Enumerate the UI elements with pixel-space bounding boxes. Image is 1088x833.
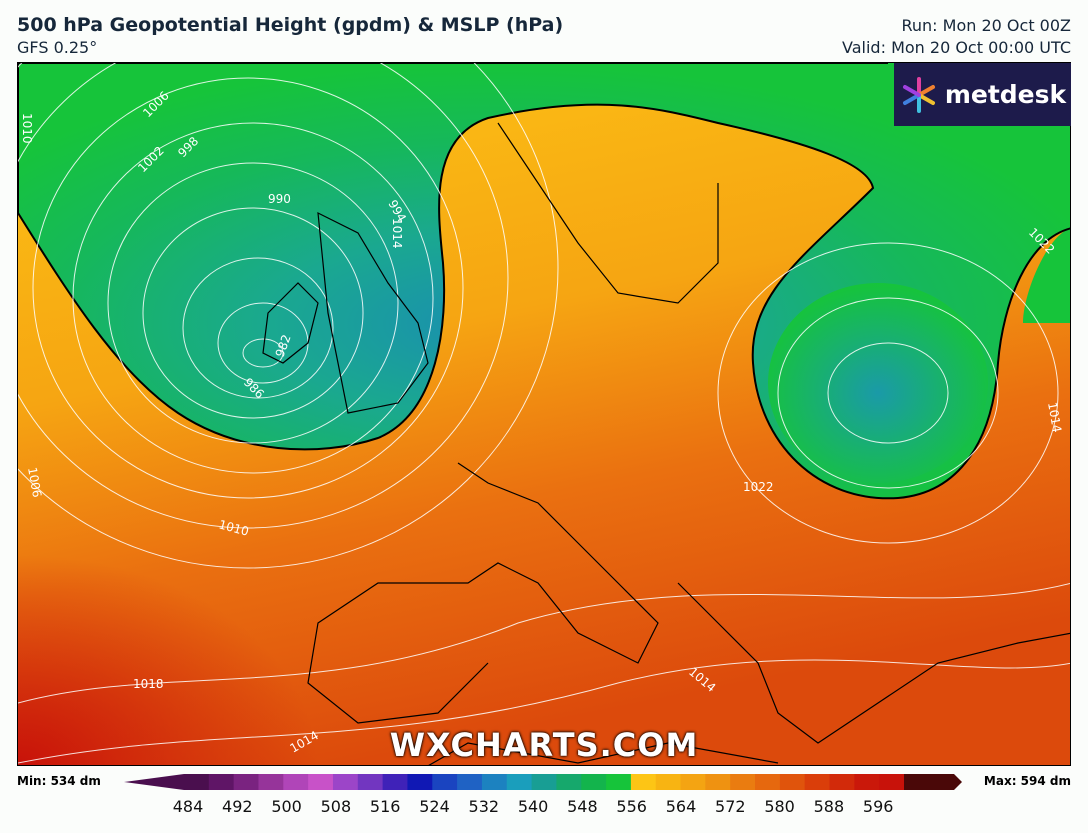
colorbar-tick-label: 492: [222, 797, 253, 816]
colorbar-min-label: Min: 534 dm: [17, 774, 101, 788]
colorbar-tick-label: 516: [369, 797, 401, 816]
colorbar-segment: [506, 774, 533, 790]
isobar-label: 1006: [25, 466, 44, 499]
isobar-label: 990: [268, 192, 291, 206]
colorbar-segment: [705, 774, 731, 790]
colorbar-min-arrow: [124, 774, 184, 790]
colorbar-tick-label: 596: [862, 797, 894, 816]
colorbar-tick-label: 580: [764, 797, 795, 816]
colorbar-segment: [432, 774, 458, 790]
colorbar-segment: [755, 774, 781, 790]
colorbar-segment: [655, 774, 682, 790]
colorbar-segment: [779, 774, 806, 790]
isobar-label: 1010: [20, 113, 34, 144]
colorbar-tick-label: 548: [567, 797, 598, 816]
colorbar-tick-label: 500: [271, 797, 302, 816]
colorbar-segment: [407, 774, 433, 790]
low-pressure-core-east: [768, 283, 988, 483]
colorbar-max-label: Max: 594 dm: [983, 774, 1071, 788]
colorbar-segment: [556, 774, 582, 790]
high-height-area: [18, 413, 518, 765]
colorbar-segment: [208, 774, 235, 790]
run-time: Run: Mon 20 Oct 00Z: [901, 16, 1072, 35]
isobars: [18, 63, 1070, 764]
colorbar-segment: [730, 774, 756, 790]
colorbar-segment: [283, 774, 309, 790]
model-label: GFS 0.25°: [17, 38, 98, 57]
logo-text: metdesk: [944, 80, 1067, 109]
colorbar-tick-label: 484: [172, 797, 204, 816]
isobar-label: 1022: [743, 480, 774, 494]
colorbar-segment: [606, 774, 632, 790]
colorbar-tick-label: 524: [419, 797, 450, 816]
colorbar-segment: [184, 774, 210, 790]
pinwheel-icon: [902, 76, 935, 113]
chart-title: 500 hPa Geopotential Height (gpdm) & MSL…: [17, 14, 564, 36]
colorbar-segment: [382, 774, 408, 790]
colorbar-tick-label: 532: [468, 797, 500, 816]
colorbar: [124, 774, 962, 790]
metdesk-logo: metdesk: [894, 63, 1071, 126]
colorbar-tick-label: 564: [665, 797, 697, 816]
colorbar-segment: [680, 774, 706, 790]
valid-time: Valid: Mon 20 Oct 00:00 UTC: [842, 38, 1071, 57]
isobar-label: 1018: [133, 677, 164, 691]
colorbar-segment: [258, 774, 284, 790]
colorbar-tick-label: 540: [517, 797, 549, 816]
colorbar-segment: [308, 774, 334, 790]
colorbar-tick-label: 588: [813, 797, 845, 816]
colorbar-segment: [357, 774, 384, 790]
colorbar-segment: [332, 774, 359, 790]
colorbar-tick-label: 508: [320, 797, 352, 816]
colorbar-segment: [854, 774, 880, 790]
isobar-label: 1014: [1045, 401, 1064, 434]
colorbar-segment: [531, 774, 557, 790]
watermark: WXCHARTS.COM: [389, 726, 699, 764]
weather-map[interactable]: 1010 1006 1002 998 990 994 986 982 1014 1022 1014 1…: [17, 62, 1071, 766]
colorbar-segment: [879, 774, 905, 790]
colorbar-segment: [581, 774, 607, 790]
colorbar-segment: [804, 774, 831, 790]
isobar-label: 1014: [390, 218, 404, 249]
colorbar-max-arrow: [904, 774, 962, 790]
colorbar-segment: [233, 774, 259, 790]
colorbar-segment: [630, 774, 657, 790]
colorbar-segment: [457, 774, 483, 790]
colorbar-tick-label: 556: [616, 797, 647, 816]
colorbar-segment: [481, 774, 508, 790]
coastlines: [262, 122, 1070, 765]
colorbar-tick-label: 572: [715, 797, 746, 816]
colorbar-segment: [829, 774, 855, 790]
